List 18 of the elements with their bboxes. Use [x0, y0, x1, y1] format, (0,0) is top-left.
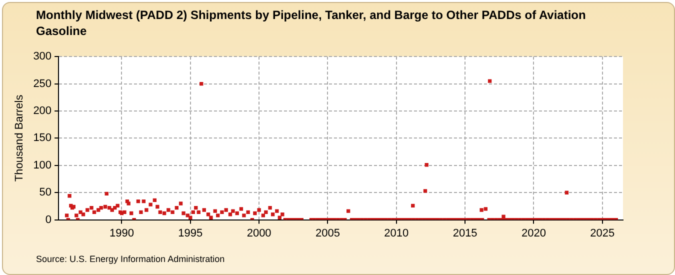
source-note: Source: U.S. Energy Information Administration: [36, 254, 225, 264]
y-axis-title: Thousand Barrels: [14, 94, 26, 182]
y-tick-label: 300: [33, 50, 52, 63]
chart-title: Monthly Midwest (PADD 2) Shipments by Pipeline, Tanker, and Barge to Other PADDs of Aviation Gasoline: [36, 7, 587, 39]
y-tick-label: 200: [33, 105, 52, 118]
x-tick-label: 2010: [384, 227, 409, 240]
x-tick-label: 2000: [246, 227, 272, 240]
x-tick-label: 1990: [109, 227, 134, 240]
x-tick-label: 1995: [178, 227, 203, 240]
y-tick-label: 0: [45, 214, 52, 226]
x-tick-label: 2020: [521, 227, 546, 240]
y-tick-label: 250: [33, 78, 52, 90]
y-tick-label: 150: [33, 132, 52, 144]
y-tick-label: 50: [39, 186, 52, 199]
x-tick-label: 2005: [315, 227, 340, 240]
x-tick-label: 2025: [590, 227, 615, 240]
y-tick-label: 100: [33, 159, 52, 172]
x-tick-label: 2015: [452, 227, 478, 240]
